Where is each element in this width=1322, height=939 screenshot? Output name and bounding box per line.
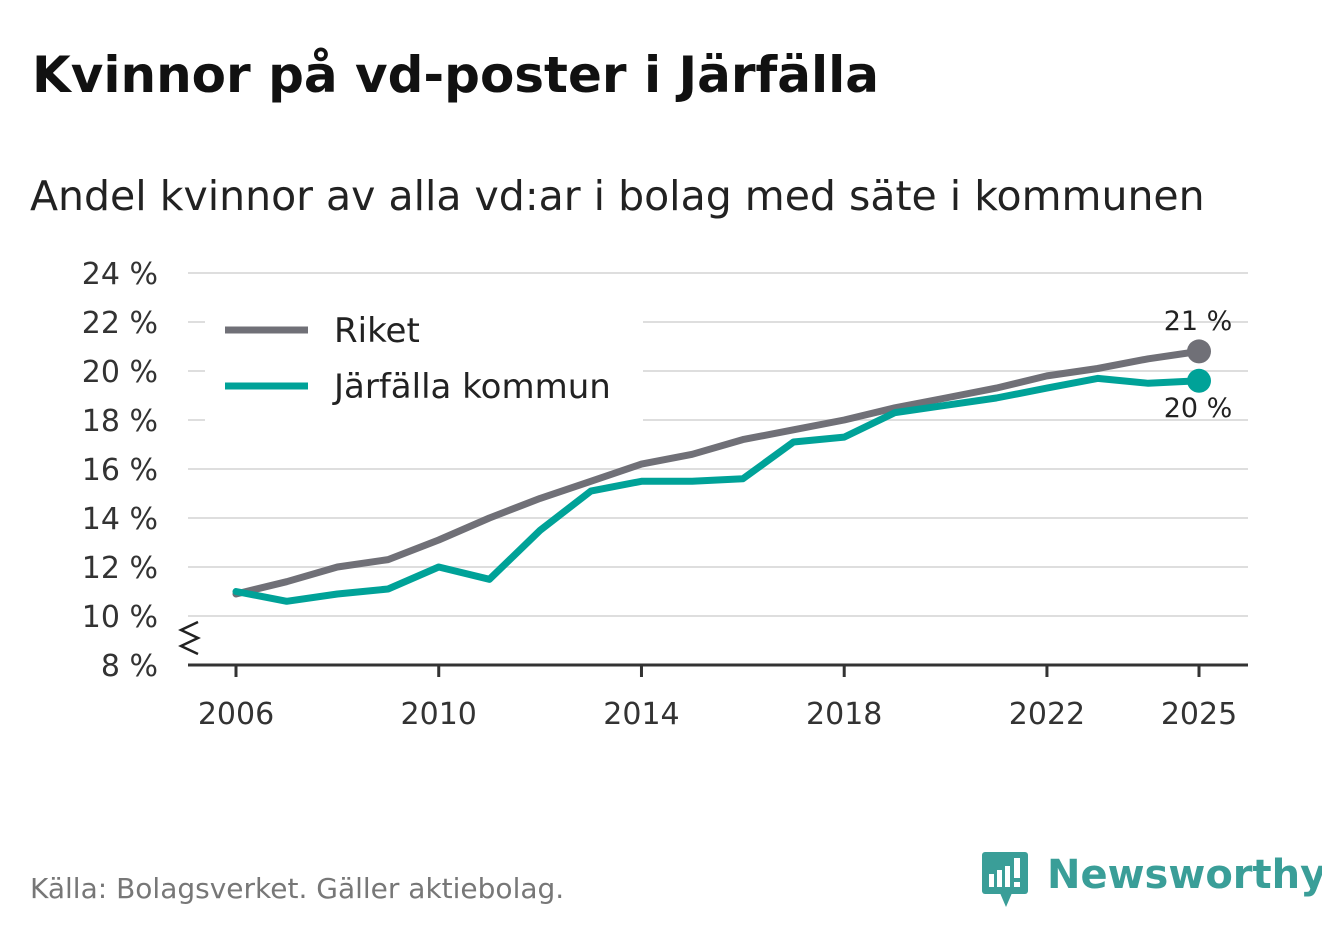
legend-background (205, 300, 643, 425)
brand-name: Newsworthy (1047, 852, 1322, 898)
chart-title: Kvinnor på vd-poster i Järfälla (32, 46, 879, 104)
end-labels: 21 % 20 % (1164, 306, 1233, 424)
legend: Riket Järfälla kommun (205, 300, 643, 425)
y-tick-label: 12 % (82, 551, 158, 586)
series-end-point-0 (1187, 339, 1211, 364)
legend-label-jarfalla: Järfälla kommun (332, 367, 611, 407)
x-axis-ticks: 2006 2010 2014 2018 2022 2025 (198, 665, 1237, 732)
y-tick-label: 8 % (101, 649, 158, 684)
newsworthy-logo-icon (982, 852, 1028, 907)
x-tick-label: 2018 (806, 697, 882, 732)
series-end-point-1 (1187, 368, 1211, 393)
x-tick-label: 2022 (1009, 697, 1085, 732)
chart-subtitle: Andel kvinnor av alla vd:ar i bolag med … (30, 172, 1205, 220)
y-tick-label: 20 % (82, 355, 158, 390)
axis-break-icon (178, 620, 201, 656)
series-line-0 (232, 347, 1203, 598)
end-label-jarfalla: 20 % (1164, 393, 1233, 424)
y-axis-ticks: 8 % 10 % 12 % 14 % 16 % 18 % 20 % 22 % 24 % (82, 257, 158, 684)
x-tick-label: 2010 (401, 697, 477, 732)
source-note: Källa: Bolagsverket. Gäller aktiebolag. (30, 872, 564, 905)
series (232, 339, 1211, 605)
y-tick-label: 18 % (82, 404, 158, 439)
newsworthy-logo: Newsworthy (982, 852, 1322, 907)
x-tick-label: 2014 (603, 697, 679, 732)
end-label-riket: 21 % (1164, 306, 1233, 337)
x-tick-label: 2025 (1161, 697, 1237, 732)
y-tick-label: 16 % (82, 453, 158, 488)
x-tick-label: 2006 (198, 697, 274, 732)
legend-label-riket: Riket (334, 311, 420, 351)
y-tick-label: 10 % (82, 600, 158, 635)
series-line-1 (232, 374, 1203, 605)
y-tick-label: 24 % (82, 257, 158, 292)
y-tick-label: 22 % (82, 306, 158, 341)
y-tick-label: 14 % (82, 502, 158, 537)
